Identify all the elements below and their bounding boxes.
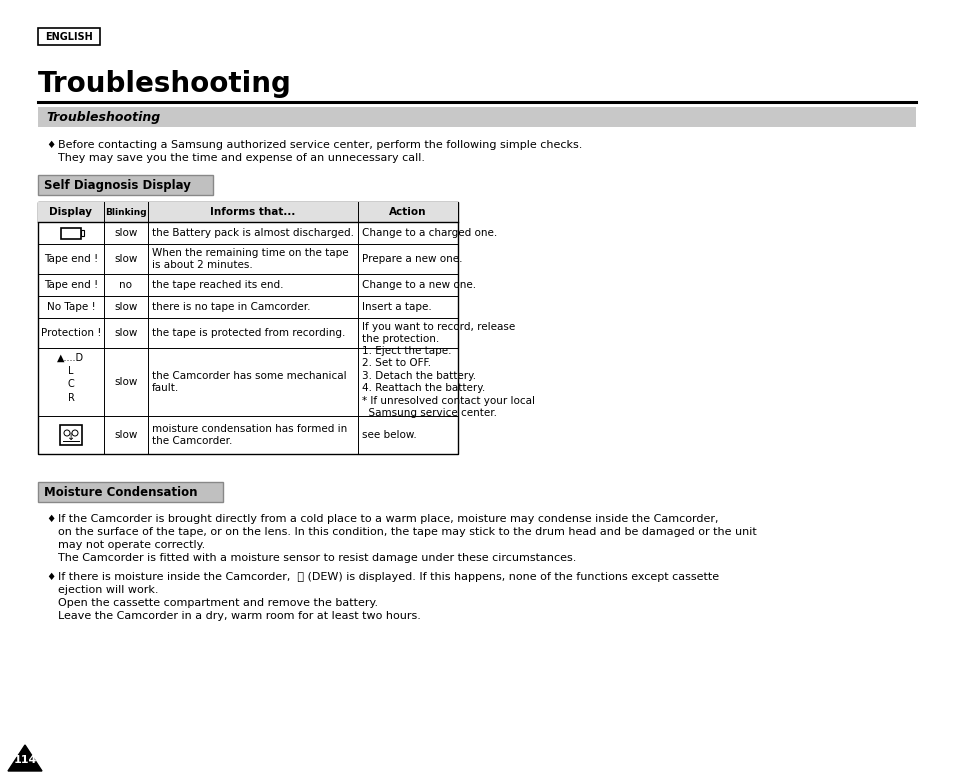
Text: Prepare a new one.: Prepare a new one. (361, 254, 462, 264)
Text: Change to a new one.: Change to a new one. (361, 280, 476, 290)
Text: 114: 114 (13, 755, 36, 765)
Polygon shape (8, 745, 42, 771)
Bar (60, 425, 82, 445)
Text: slow: slow (114, 302, 137, 312)
Text: Change to a charged one.: Change to a charged one. (361, 228, 497, 238)
Text: Protection !: Protection ! (41, 328, 101, 338)
Bar (81, 230, 84, 236)
Text: see below.: see below. (361, 430, 416, 440)
Text: Tape end !: Tape end ! (44, 254, 98, 264)
Text: If the Camcorder is brought directly from a cold place to a warm place, moisture: If the Camcorder is brought directly fro… (58, 514, 718, 524)
Text: ▲....D
L
C
R: ▲....D L C R (57, 353, 85, 403)
Text: The Camcorder is fitted with a moisture sensor to resist damage under these circ: The Camcorder is fitted with a moisture … (58, 553, 576, 563)
Bar (38, 202, 457, 222)
Text: Tape end !: Tape end ! (44, 280, 98, 290)
Text: ♦: ♦ (46, 514, 55, 524)
Text: Troubleshooting: Troubleshooting (38, 70, 292, 98)
Text: ♦: ♦ (46, 140, 55, 150)
Text: Insert a tape.: Insert a tape. (361, 302, 432, 312)
Bar (38, 107, 915, 127)
Text: If you want to record, release
the protection.: If you want to record, release the prote… (361, 322, 515, 344)
Text: slow: slow (114, 254, 137, 264)
Text: ENGLISH: ENGLISH (45, 31, 92, 41)
Bar (38, 202, 457, 454)
Text: the tape is protected from recording.: the tape is protected from recording. (152, 328, 345, 338)
Text: on the surface of the tape, or on the lens. In this condition, the tape may stic: on the surface of the tape, or on the le… (58, 527, 756, 537)
Text: the Camcorder has some mechanical
fault.: the Camcorder has some mechanical fault. (152, 371, 346, 393)
Text: No Tape !: No Tape ! (47, 302, 95, 312)
Text: slow: slow (114, 228, 137, 238)
Text: ejection will work.: ejection will work. (58, 585, 158, 595)
Text: Informs that...: Informs that... (210, 207, 295, 217)
Circle shape (64, 430, 70, 436)
Text: Action: Action (389, 207, 426, 217)
Text: Blinking: Blinking (105, 207, 147, 217)
Text: the Battery pack is almost discharged.: the Battery pack is almost discharged. (152, 228, 354, 238)
Text: may not operate correctly.: may not operate correctly. (58, 540, 205, 550)
Text: Leave the Camcorder in a dry, warm room for at least two hours.: Leave the Camcorder in a dry, warm room … (58, 611, 420, 621)
Circle shape (71, 430, 78, 436)
Text: Moisture Condensation: Moisture Condensation (44, 485, 197, 499)
Text: moisture condensation has formed in
the Camcorder.: moisture condensation has formed in the … (152, 424, 347, 446)
Text: slow: slow (114, 328, 137, 338)
Text: When the remaining time on the tape
is about 2 minutes.: When the remaining time on the tape is a… (152, 248, 348, 270)
Text: If there is moisture inside the Camcorder,  ⎙ (DEW) is displayed. If this happen: If there is moisture inside the Camcorde… (58, 572, 719, 582)
Text: Self Diagnosis Display: Self Diagnosis Display (44, 178, 191, 192)
Text: slow: slow (114, 377, 137, 387)
Bar (38, 175, 213, 195)
Text: no: no (119, 280, 132, 290)
Bar (38, 482, 223, 502)
Bar (61, 227, 81, 238)
Text: Troubleshooting: Troubleshooting (46, 111, 160, 124)
Bar (38, 28, 100, 45)
Text: slow: slow (114, 430, 137, 440)
Text: 1. Eject the tape.
2. Set to OFF.
3. Detach the battery.
4. Reattach the battery: 1. Eject the tape. 2. Set to OFF. 3. Det… (361, 346, 535, 418)
Text: there is no tape in Camcorder.: there is no tape in Camcorder. (152, 302, 310, 312)
Text: ↓: ↓ (67, 432, 75, 442)
Text: They may save you the time and expense of an unnecessary call.: They may save you the time and expense o… (58, 153, 424, 163)
Text: ♦: ♦ (46, 572, 55, 582)
Text: Before contacting a Samsung authorized service center, perform the following sim: Before contacting a Samsung authorized s… (58, 140, 581, 150)
Text: the tape reached its end.: the tape reached its end. (152, 280, 283, 290)
Text: Open the cassette compartment and remove the battery.: Open the cassette compartment and remove… (58, 598, 377, 608)
Text: Display: Display (50, 207, 92, 217)
